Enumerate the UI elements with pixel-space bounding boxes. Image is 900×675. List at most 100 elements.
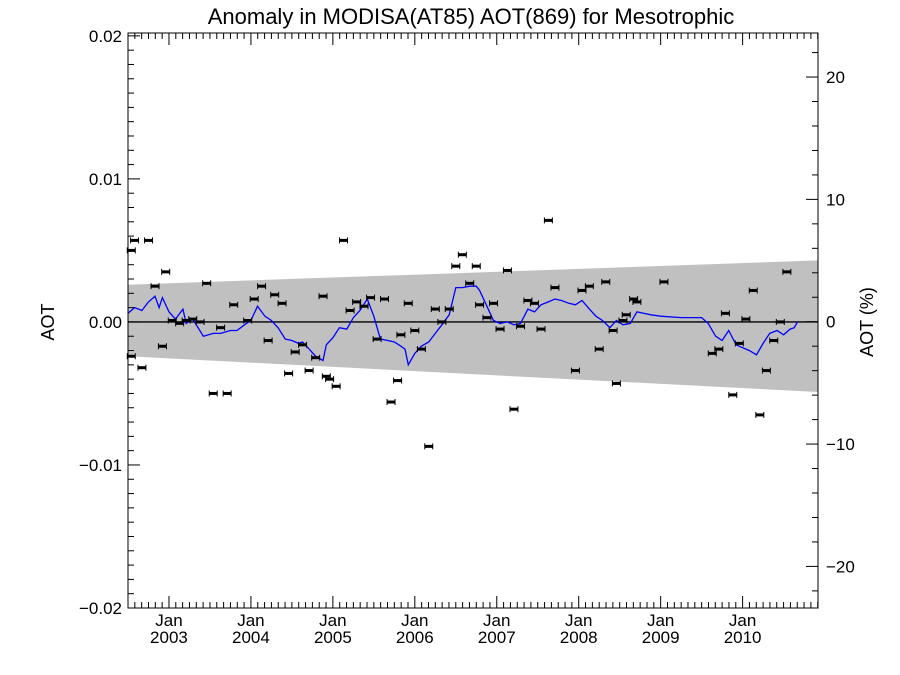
data-point bbox=[495, 326, 505, 333]
data-point-marker bbox=[404, 301, 413, 305]
data-point-marker bbox=[229, 303, 238, 307]
data-point bbox=[150, 283, 160, 290]
data-point-marker bbox=[577, 288, 586, 292]
plot-area: 0.020.010.00−0.01−0.0220100−10−20Jan2003… bbox=[79, 27, 855, 647]
data-point bbox=[339, 237, 349, 244]
y-tick-label: −0.02 bbox=[79, 599, 122, 618]
data-point bbox=[608, 327, 618, 334]
data-point bbox=[161, 268, 171, 275]
data-point-marker bbox=[445, 307, 454, 311]
data-point bbox=[775, 318, 785, 325]
data-point-marker bbox=[158, 344, 167, 348]
data-point-marker bbox=[708, 351, 717, 355]
data-point bbox=[393, 377, 403, 384]
data-point-marker bbox=[550, 286, 559, 290]
data-point-marker bbox=[749, 288, 758, 292]
data-point-marker bbox=[530, 301, 539, 305]
data-point-marker bbox=[728, 393, 737, 397]
data-point bbox=[430, 306, 440, 313]
data-point-marker bbox=[393, 379, 402, 383]
data-point-marker bbox=[741, 317, 750, 321]
data-point bbox=[543, 217, 553, 224]
data-point-marker bbox=[360, 304, 369, 308]
data-point bbox=[465, 280, 475, 287]
data-point-marker bbox=[332, 384, 341, 388]
data-point bbox=[304, 367, 314, 374]
data-point bbox=[243, 317, 253, 324]
data-point bbox=[720, 310, 730, 317]
y-axis-label: AOT bbox=[38, 303, 58, 340]
data-point-marker bbox=[629, 297, 638, 301]
data-point bbox=[372, 336, 382, 343]
data-point bbox=[137, 364, 147, 371]
data-point-marker bbox=[509, 407, 518, 411]
data-point bbox=[277, 300, 287, 307]
data-point bbox=[741, 316, 751, 323]
x-tick-year-label: 2007 bbox=[478, 628, 516, 647]
data-point bbox=[621, 311, 631, 318]
data-point bbox=[284, 370, 294, 377]
data-point bbox=[311, 354, 321, 361]
data-point bbox=[416, 346, 426, 353]
data-point-marker bbox=[130, 238, 139, 242]
x-tick-month-label: Jan bbox=[401, 611, 428, 630]
data-point-marker bbox=[291, 350, 300, 354]
y-tick-label: 0.02 bbox=[89, 27, 122, 46]
y2-tick-label: −20 bbox=[826, 557, 855, 576]
data-point bbox=[457, 251, 467, 258]
x-tick-year-label: 2006 bbox=[396, 628, 434, 647]
data-point-marker bbox=[270, 293, 279, 297]
data-point bbox=[444, 306, 454, 313]
data-point-marker bbox=[387, 400, 396, 404]
data-point-marker bbox=[503, 268, 512, 272]
plot-frame bbox=[127, 32, 819, 609]
data-point-marker bbox=[595, 347, 604, 351]
data-point bbox=[584, 283, 594, 290]
data-point bbox=[126, 353, 136, 360]
data-point bbox=[290, 348, 300, 355]
data-point bbox=[403, 300, 413, 307]
data-point-marker bbox=[284, 371, 293, 375]
data-point-marker bbox=[182, 319, 191, 322]
x-tick-year-label: 2010 bbox=[724, 628, 762, 647]
data-point bbox=[331, 383, 341, 390]
x-tick-year-label: 2003 bbox=[150, 628, 188, 647]
data-point-marker bbox=[410, 329, 419, 333]
data-point bbox=[222, 390, 232, 397]
data-point-marker bbox=[216, 326, 225, 330]
y2-tick-label: −10 bbox=[826, 435, 855, 454]
data-point bbox=[270, 291, 280, 298]
y-tick-label: 0.00 bbox=[89, 313, 122, 332]
x-tick-month-label: Jan bbox=[155, 611, 182, 630]
data-point bbox=[618, 317, 628, 324]
data-point bbox=[529, 300, 539, 307]
uncertainty-band bbox=[128, 260, 818, 393]
data-point-marker bbox=[144, 238, 153, 242]
x-tick-month-label: Jan bbox=[565, 611, 592, 630]
data-point bbox=[451, 263, 461, 270]
data-point-marker bbox=[202, 281, 211, 285]
data-point bbox=[782, 268, 792, 275]
data-point-marker bbox=[168, 319, 177, 322]
data-point bbox=[601, 278, 611, 285]
data-point bbox=[761, 367, 771, 374]
data-point-marker bbox=[298, 343, 307, 347]
data-point-marker bbox=[373, 337, 382, 341]
data-point-marker bbox=[175, 321, 184, 325]
data-point bbox=[570, 367, 580, 374]
data-point bbox=[379, 296, 389, 303]
data-point-marker bbox=[417, 347, 426, 351]
data-point bbox=[345, 307, 355, 314]
data-point-marker bbox=[632, 300, 641, 304]
data-point-marker bbox=[523, 298, 532, 302]
data-point bbox=[755, 411, 765, 418]
data-point bbox=[577, 287, 587, 294]
data-point bbox=[632, 298, 642, 305]
data-point-marker bbox=[585, 284, 594, 288]
data-point-marker bbox=[618, 319, 627, 322]
data-point bbox=[516, 323, 526, 330]
data-point-marker bbox=[352, 300, 361, 304]
data-point-marker bbox=[137, 366, 146, 370]
data-point bbox=[410, 327, 420, 334]
